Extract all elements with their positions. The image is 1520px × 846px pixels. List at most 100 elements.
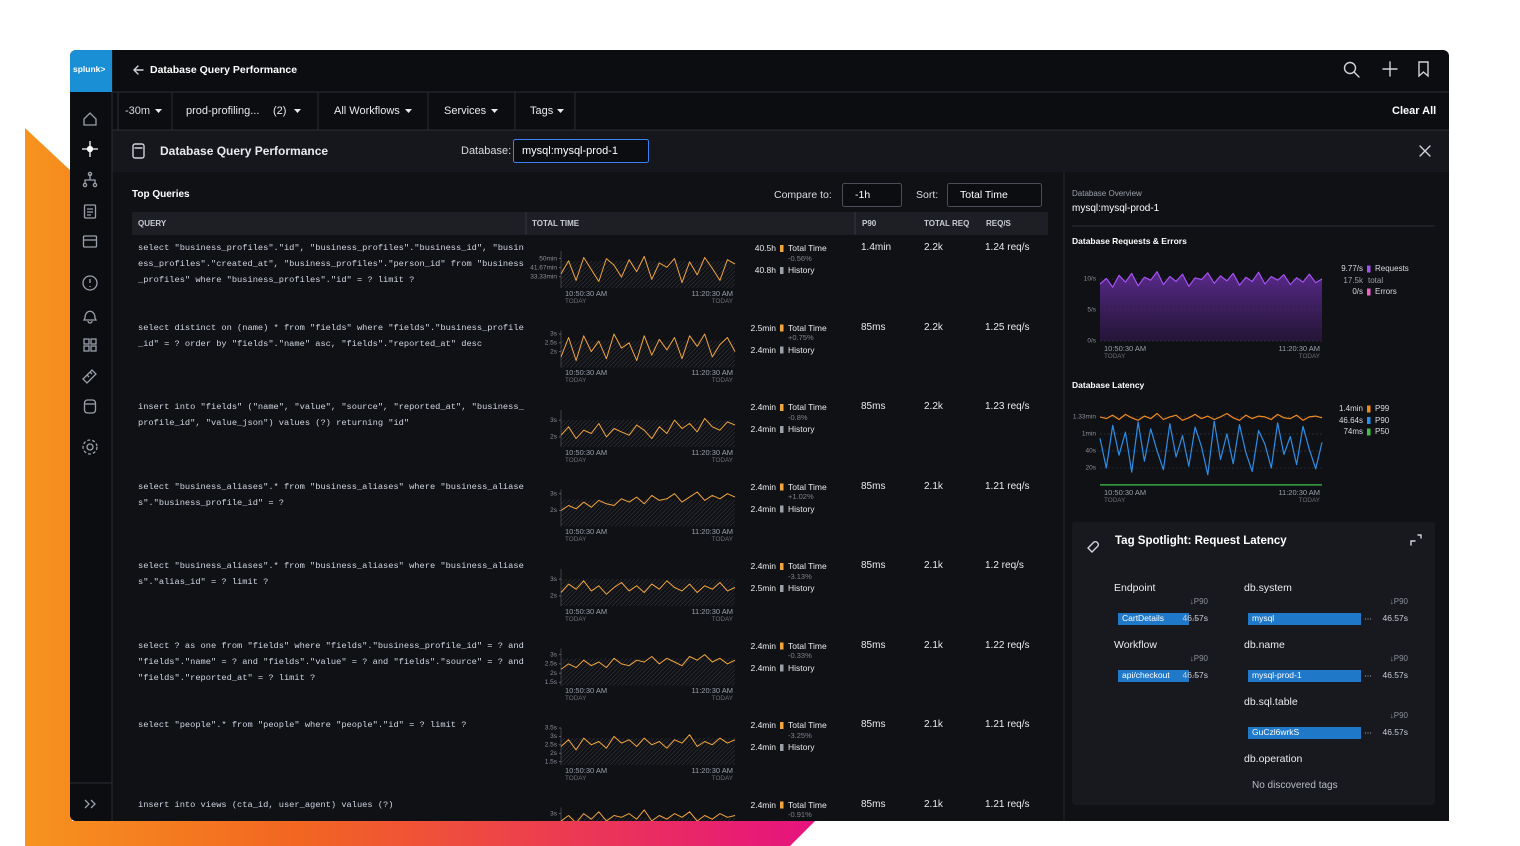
- legend-value: 0/s: [1352, 287, 1363, 297]
- legend-swatch: [780, 404, 784, 411]
- legend-label: History: [788, 742, 815, 753]
- add-icon[interactable]: [1382, 61, 1398, 77]
- y-tick-label: 2s: [550, 507, 558, 514]
- legend-swatch: [1367, 417, 1371, 424]
- home-icon[interactable]: [83, 112, 97, 126]
- compare-select[interactable]: [842, 183, 902, 207]
- alerts-icon[interactable]: [82, 275, 98, 291]
- y-tick-label: 2.5s: [545, 340, 558, 347]
- close-icon[interactable]: [1419, 145, 1431, 157]
- y-tick-label: 41.67min: [530, 264, 557, 271]
- legend-label: Errors: [1375, 287, 1397, 297]
- tag-name[interactable]: api/checkout: [1122, 670, 1170, 681]
- sort-select[interactable]: [947, 183, 1042, 207]
- legend-swatch: [1367, 405, 1371, 413]
- chart-title: Database Latency: [1072, 380, 1145, 390]
- expand-icon[interactable]: [1410, 534, 1422, 546]
- p90: 85ms: [861, 560, 886, 571]
- tag-name[interactable]: GuCzl6wrkS: [1252, 727, 1300, 738]
- tag-value: 46.57s: [1382, 727, 1408, 738]
- y-tick-label: 3s: [550, 576, 558, 583]
- line: [560, 255, 736, 284]
- history-area: [561, 499, 735, 527]
- dashboards-icon[interactable]: [83, 338, 90, 345]
- time-filter[interactable]: -30m: [125, 105, 151, 117]
- rum-icon[interactable]: [82, 369, 97, 384]
- p90: 1.4min: [861, 242, 892, 253]
- x-tick-label: 11:20:30 AM: [1278, 487, 1320, 497]
- line: [560, 809, 736, 821]
- clear-all[interactable]: Clear All: [1392, 105, 1437, 117]
- x-tick-label: 10:50:30 AM: [1104, 487, 1147, 497]
- tag-name[interactable]: CartDetails: [1122, 613, 1165, 624]
- overview-name: mysql:mysql-prod-1: [1072, 203, 1160, 214]
- y-tick-label: 3s: [550, 331, 558, 338]
- x-tick-label: TODAY: [565, 774, 587, 782]
- x-tick-label: TODAY: [1104, 496, 1126, 504]
- workflow-filter[interactable]: All Workflows: [334, 105, 400, 117]
- compare-value[interactable]: -1h: [855, 189, 871, 201]
- tag-name[interactable]: mysql-prod-1: [1252, 670, 1302, 681]
- bookmark-icon[interactable]: [1418, 61, 1429, 78]
- topbar-icons: [132, 61, 1431, 553]
- tag-bar: [1248, 613, 1361, 625]
- x-tick-label: 10:50:30 AM: [565, 686, 608, 696]
- line: [560, 417, 736, 440]
- p90: 85ms: [861, 321, 886, 333]
- legend-label: Total Time: [788, 720, 827, 731]
- x-tick-label: 11:20:30 AM: [1278, 343, 1320, 353]
- tag-value: 46.57s: [1182, 613, 1208, 624]
- database-select[interactable]: [513, 139, 649, 163]
- column-header: P90: [862, 219, 877, 229]
- settings-icon[interactable]: [86, 443, 94, 451]
- spotlight-title: Tag Spotlight: Request Latency: [1115, 535, 1287, 547]
- sort-value[interactable]: Total Time: [960, 189, 1008, 201]
- database-label: Database:: [461, 145, 512, 157]
- legend-value: 46.64s: [1338, 415, 1363, 425]
- environment-filter[interactable]: prod-profiling...: [186, 105, 260, 117]
- filter-dividers: [117, 92, 576, 130]
- legend-label: Total Time: [788, 799, 827, 810]
- legend-swatch: [780, 642, 784, 650]
- tag-bar: [1118, 670, 1189, 682]
- overview-label: Database Overview: [1072, 189, 1142, 198]
- x-tick-label: TODAY: [711, 536, 733, 544]
- change: -0.33%: [788, 651, 812, 661]
- history-area: [561, 420, 735, 447]
- panel-title: Database Query Performance: [160, 144, 329, 158]
- database-value[interactable]: mysql:mysql-prod-1: [522, 145, 618, 157]
- legend-label: P50: [1375, 427, 1390, 437]
- y-tick-label: 2s: [550, 750, 558, 757]
- db-icon[interactable]: [83, 399, 97, 414]
- tag-group: Endpoint: [1114, 581, 1156, 594]
- x-tick-label: 10:50:30 AM: [565, 765, 608, 775]
- legend-value: 17.5k: [1343, 275, 1363, 285]
- y-tick-label: 50min: [539, 255, 557, 262]
- legend-value: 74ms: [1343, 427, 1363, 437]
- logs-icon[interactable]: [83, 204, 97, 219]
- change: -0.91%: [788, 810, 812, 820]
- search-icon[interactable]: [1343, 61, 1357, 75]
- compare-label: Compare to:: [774, 189, 832, 201]
- notifications-icon[interactable]: [82, 310, 98, 324]
- x-tick-label: TODAY: [1298, 496, 1320, 504]
- services-filter[interactable]: Services: [444, 105, 487, 117]
- tags-filter[interactable]: Tags: [530, 105, 554, 117]
- apm-icon[interactable]: [82, 141, 98, 157]
- x-tick-label: TODAY: [711, 774, 733, 782]
- legend-swatch: [1367, 288, 1371, 296]
- y-tick-label: 40s: [1086, 448, 1097, 455]
- environment-count: (2): [273, 105, 287, 117]
- expand-sidebar-icon[interactable]: [84, 799, 96, 809]
- tag-name[interactable]: mysql: [1252, 613, 1275, 624]
- total-req: 2.2k: [924, 321, 943, 333]
- x-tick-label: 10:50:30 AM: [565, 606, 608, 616]
- y-tick-label: 3s: [550, 810, 558, 817]
- infra-icon[interactable]: [82, 235, 98, 248]
- total-time: 2.4min: [750, 402, 776, 413]
- back-icon[interactable]: [133, 65, 144, 75]
- x-tick-label: TODAY: [711, 456, 733, 464]
- legend-label: Total Time: [788, 243, 827, 254]
